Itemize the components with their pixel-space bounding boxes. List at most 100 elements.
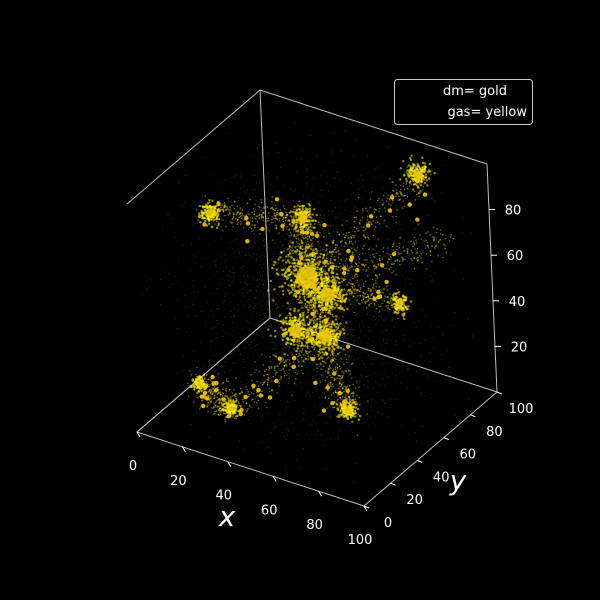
dm-particle xyxy=(259,317,261,319)
filament-particle xyxy=(249,213,251,216)
dm-particle xyxy=(379,266,381,268)
dm-particle xyxy=(287,428,289,430)
dm-particle xyxy=(292,312,294,314)
dm-particle xyxy=(285,439,287,441)
dm-particle xyxy=(300,385,302,387)
filament-particle xyxy=(406,252,409,254)
dm-particle xyxy=(352,301,354,303)
dm-particle xyxy=(280,313,282,315)
dm-particle xyxy=(241,251,243,253)
filament-particle xyxy=(333,379,336,382)
dm-particle xyxy=(258,372,260,374)
filament-particle xyxy=(295,241,298,243)
dm-particle xyxy=(376,274,378,276)
dm-particle xyxy=(217,308,219,310)
dm-particle xyxy=(210,345,212,347)
dm-particle xyxy=(367,376,369,378)
filament-particle xyxy=(420,253,423,255)
filament-particle xyxy=(218,407,221,410)
dm-particle xyxy=(325,401,327,403)
filament-particle xyxy=(399,190,401,193)
dm-particle xyxy=(294,399,296,402)
dm-particle xyxy=(262,326,264,329)
filament-particle xyxy=(379,254,381,257)
dm-particle xyxy=(302,260,304,262)
dm-particle xyxy=(229,333,231,335)
halo-particle xyxy=(310,301,313,304)
dm-particle xyxy=(277,306,279,308)
dm-particle xyxy=(307,195,309,197)
filament-particle xyxy=(309,307,312,310)
dm-particle xyxy=(400,362,402,364)
dm-particle xyxy=(325,423,327,425)
filament-particle xyxy=(308,351,311,353)
dm-particle xyxy=(375,276,377,278)
filament-particle xyxy=(233,200,236,203)
filament-particle xyxy=(353,248,356,251)
dm-particle xyxy=(257,356,259,358)
dm-particle xyxy=(382,339,384,341)
filament-particle xyxy=(399,263,401,266)
dm-particle xyxy=(347,302,349,304)
dm-particle xyxy=(282,348,285,350)
dm-particle xyxy=(204,373,206,375)
halo-particle xyxy=(318,273,321,276)
dm-particle xyxy=(441,164,444,166)
dm-particle xyxy=(219,412,221,414)
dm-particle xyxy=(233,314,235,317)
halo-particle xyxy=(294,269,297,272)
dm-particle xyxy=(244,346,246,348)
dm-particle xyxy=(307,372,309,374)
filament-particle xyxy=(387,304,390,307)
dm-particle xyxy=(352,156,355,158)
filament-particle xyxy=(317,353,319,356)
filament-particle xyxy=(414,199,417,201)
filament-particle xyxy=(331,369,334,372)
filament-particle xyxy=(333,357,336,359)
dm-particle xyxy=(229,383,231,385)
filament-particle xyxy=(297,298,300,301)
filament-particle xyxy=(371,278,374,281)
filament-particle xyxy=(267,217,270,219)
dm-particle xyxy=(285,233,287,235)
dm-particle xyxy=(268,215,270,217)
dm-particle xyxy=(338,317,340,319)
dm-particle xyxy=(217,188,219,191)
dm-particle xyxy=(222,335,224,337)
filament-particle xyxy=(302,372,304,375)
dm-particle xyxy=(302,418,305,420)
dm-particle xyxy=(357,379,360,381)
dm-particle xyxy=(302,373,304,375)
filament-particle xyxy=(297,365,300,367)
filament-particle xyxy=(274,209,276,211)
filament-particle xyxy=(309,247,312,250)
dm-particle xyxy=(373,231,375,234)
dm-particle xyxy=(258,283,260,285)
dm-particle xyxy=(269,283,271,285)
dm-particle xyxy=(289,345,291,347)
dm-particle xyxy=(329,319,332,321)
dm-particle xyxy=(267,413,269,415)
filament-particle xyxy=(317,355,320,358)
filament-particle xyxy=(263,381,265,384)
dm-particle xyxy=(334,243,337,246)
dm-particle xyxy=(341,284,343,287)
dm-particle xyxy=(354,254,356,256)
data-points xyxy=(141,122,474,490)
dm-particle xyxy=(191,285,193,287)
dm-particle xyxy=(295,311,297,313)
filament-particle xyxy=(371,261,374,263)
filament-particle xyxy=(391,199,394,201)
dm-particle xyxy=(246,248,248,250)
dm-particle xyxy=(389,177,391,179)
dm-particle xyxy=(305,310,308,312)
dm-particle xyxy=(265,301,267,303)
filament-particle xyxy=(256,215,259,217)
dm-particle xyxy=(402,334,404,336)
halo-particle xyxy=(315,231,319,234)
filament-particle xyxy=(217,399,219,401)
filament-particle xyxy=(229,213,231,215)
dm-particle xyxy=(402,275,404,277)
dm-particle xyxy=(358,337,360,339)
filament-particle xyxy=(367,295,369,298)
